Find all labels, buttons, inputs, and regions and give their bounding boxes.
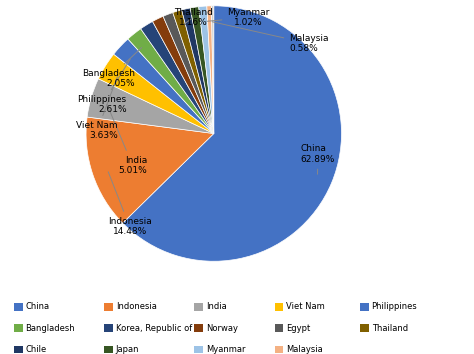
Text: Bangladesh
2.05%: Bangladesh 2.05%: [82, 47, 142, 88]
Text: Myanmar: Myanmar: [206, 345, 245, 354]
Text: Thailand: Thailand: [372, 324, 408, 333]
Wedge shape: [114, 39, 214, 133]
Wedge shape: [163, 12, 214, 133]
Text: Malaysia: Malaysia: [286, 345, 323, 354]
Text: Philippines
2.61%: Philippines 2.61%: [78, 59, 130, 114]
Text: India: India: [206, 302, 227, 312]
Text: Japan: Japan: [116, 345, 139, 354]
Text: Myanmar
1.02%: Myanmar 1.02%: [207, 8, 270, 27]
Text: Viet Nam
3.63%: Viet Nam 3.63%: [76, 77, 118, 140]
Wedge shape: [207, 6, 214, 133]
Wedge shape: [153, 16, 214, 133]
Text: Indonesia: Indonesia: [116, 302, 156, 312]
Text: Norway: Norway: [206, 324, 238, 333]
Text: Thailand
1.16%: Thailand 1.16%: [174, 8, 213, 27]
Wedge shape: [99, 54, 214, 133]
Text: Egypt: Egypt: [286, 324, 310, 333]
Text: Chile: Chile: [26, 345, 47, 354]
Text: China: China: [26, 302, 50, 312]
Wedge shape: [141, 22, 214, 133]
Text: Indonesia
14.48%: Indonesia 14.48%: [108, 172, 152, 236]
Wedge shape: [211, 6, 214, 133]
Wedge shape: [86, 117, 214, 223]
Text: China
62.89%: China 62.89%: [301, 144, 335, 174]
Text: Bangladesh: Bangladesh: [26, 324, 75, 333]
Text: India
5.01%: India 5.01%: [107, 104, 147, 175]
Wedge shape: [87, 79, 214, 133]
Text: Viet Nam: Viet Nam: [286, 302, 325, 312]
Text: Korea, Republic of: Korea, Republic of: [116, 324, 192, 333]
Wedge shape: [128, 29, 214, 133]
Text: Malaysia
0.58%: Malaysia 0.58%: [212, 22, 329, 53]
Wedge shape: [123, 6, 341, 261]
Wedge shape: [182, 8, 214, 133]
Wedge shape: [173, 10, 214, 133]
Text: Philippines: Philippines: [372, 302, 418, 312]
Wedge shape: [190, 7, 214, 133]
Wedge shape: [199, 6, 214, 133]
